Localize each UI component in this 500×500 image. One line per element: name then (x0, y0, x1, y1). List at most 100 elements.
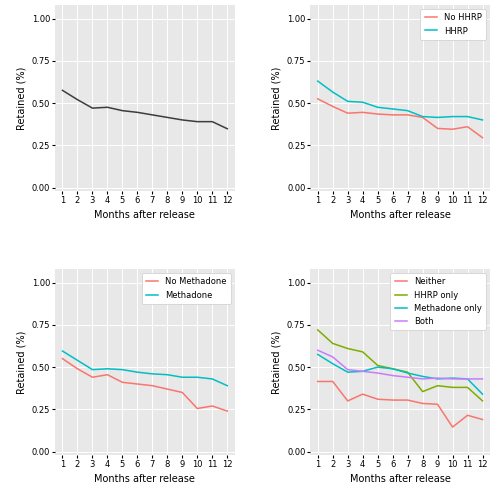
Methadone (74, 358, 80, 364)
No HHRP (330, 104, 336, 110)
No HHRP (464, 124, 470, 130)
Methadone (224, 382, 230, 388)
Line: HHRP only: HHRP only (318, 330, 482, 401)
Both (434, 375, 440, 381)
Y-axis label: Retained (%): Retained (%) (272, 66, 281, 130)
No HHRP (390, 112, 396, 118)
HHRP only (434, 382, 440, 388)
No HHRP (404, 112, 410, 118)
No Methadone (150, 382, 156, 388)
Both (404, 374, 410, 380)
Methadone only (480, 391, 486, 397)
No Methadone (180, 390, 186, 396)
Both (390, 372, 396, 378)
Methadone (210, 376, 216, 382)
Line: No HHRP: No HHRP (318, 99, 482, 138)
Neither (434, 402, 440, 407)
HHRP (434, 114, 440, 120)
No Methadone (104, 372, 110, 378)
HHRP only (344, 346, 350, 352)
Methadone (60, 348, 66, 354)
No Methadone (60, 356, 66, 362)
No HHRP (480, 134, 486, 140)
HHRP only (360, 349, 366, 355)
Methadone only (434, 376, 440, 382)
Neither (330, 378, 336, 384)
No Methadone (194, 406, 200, 411)
Methadone only (360, 368, 366, 374)
Both (314, 347, 320, 353)
Methadone only (390, 366, 396, 372)
No HHRP (450, 126, 456, 132)
Methadone (194, 374, 200, 380)
No HHRP (434, 126, 440, 132)
No HHRP (314, 96, 320, 102)
HHRP (390, 106, 396, 112)
Line: HHRP: HHRP (318, 81, 482, 120)
No Methadone (134, 381, 140, 387)
HHRP (374, 104, 380, 110)
Methadone only (420, 374, 426, 380)
Methadone only (404, 370, 410, 376)
HHRP (360, 99, 366, 105)
Both (464, 376, 470, 382)
No Methadone (120, 380, 126, 386)
Methadone only (330, 360, 336, 366)
No Methadone (74, 366, 80, 372)
No Methadone (164, 386, 170, 392)
HHRP only (404, 369, 410, 375)
Legend: No HHRP, HHRP: No HHRP, HHRP (420, 9, 486, 40)
X-axis label: Months after release: Months after release (94, 210, 196, 220)
Legend: Neither, HHRP only, Methadone only, Both: Neither, HHRP only, Methadone only, Both (390, 273, 486, 330)
No HHRP (360, 110, 366, 116)
Neither (390, 397, 396, 403)
HHRP only (450, 384, 456, 390)
HHRP (344, 98, 350, 104)
Both (344, 366, 350, 372)
Line: No Methadone: No Methadone (62, 358, 228, 411)
Methadone (180, 374, 186, 380)
Both (360, 368, 366, 374)
HHRP (420, 114, 426, 119)
Neither (480, 416, 486, 422)
Y-axis label: Retained (%): Retained (%) (16, 66, 26, 130)
HHRP (450, 114, 456, 119)
Methadone (104, 366, 110, 372)
HHRP (464, 114, 470, 119)
Methadone (150, 371, 156, 377)
Methadone only (344, 369, 350, 375)
Methadone (134, 369, 140, 375)
Methadone only (464, 376, 470, 382)
Line: Methadone: Methadone (62, 351, 228, 386)
Neither (464, 412, 470, 418)
Neither (450, 424, 456, 430)
Both (450, 376, 456, 382)
No HHRP (374, 111, 380, 117)
Methadone (164, 372, 170, 378)
HHRP only (314, 327, 320, 333)
Both (374, 370, 380, 376)
Neither (344, 398, 350, 404)
No Methadone (90, 374, 96, 380)
Methadone only (450, 375, 456, 381)
Neither (404, 397, 410, 403)
HHRP (330, 89, 336, 95)
No HHRP (420, 114, 426, 120)
HHRP (480, 117, 486, 123)
Neither (360, 391, 366, 397)
X-axis label: Months after release: Months after release (94, 474, 196, 484)
Line: Neither: Neither (318, 382, 482, 427)
Neither (374, 396, 380, 402)
Y-axis label: Retained (%): Retained (%) (16, 330, 26, 394)
Methadone (120, 366, 126, 372)
HHRP only (480, 398, 486, 404)
X-axis label: Months after release: Months after release (350, 210, 450, 220)
HHRP only (374, 362, 380, 368)
Methadone only (374, 364, 380, 370)
HHRP only (330, 340, 336, 346)
Both (480, 376, 486, 382)
HHRP only (464, 384, 470, 390)
No Methadone (210, 403, 216, 409)
HHRP (314, 78, 320, 84)
Both (420, 376, 426, 382)
